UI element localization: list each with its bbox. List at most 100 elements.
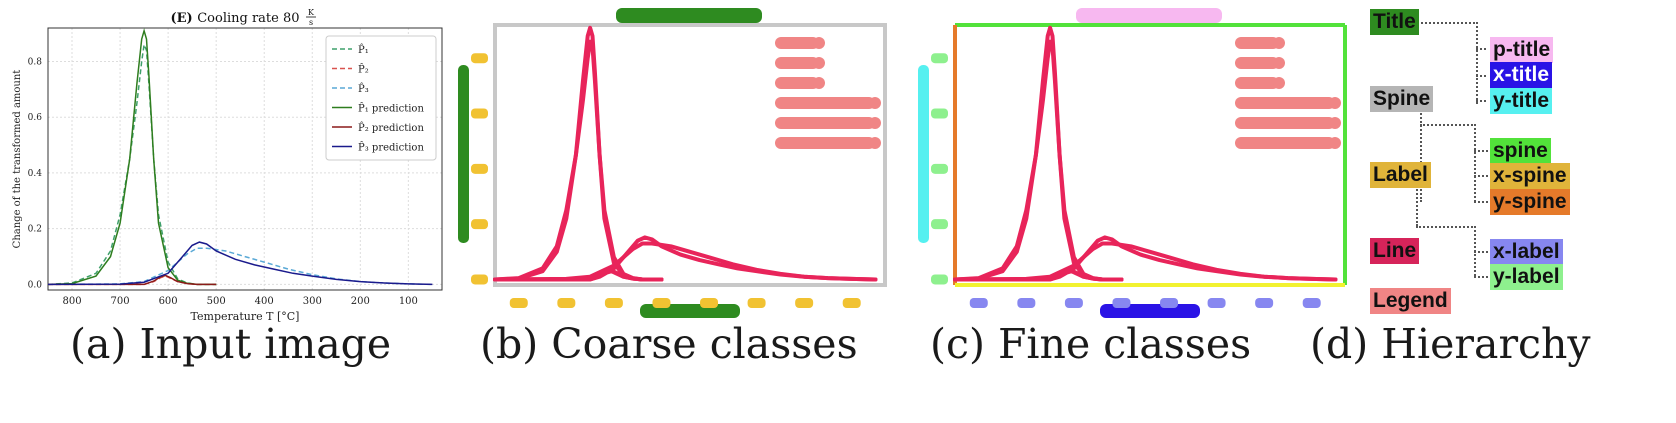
connector	[1476, 75, 1486, 77]
y-label-mask	[931, 53, 948, 64]
x-label-mask	[509, 298, 528, 308]
y-label-mask	[471, 53, 488, 64]
line-mask	[493, 235, 878, 282]
x-label-mask	[557, 298, 576, 308]
legend-label: P̂₁	[358, 44, 369, 56]
legend-mask-cap	[813, 57, 825, 69]
y-tick-label: 0.0	[28, 280, 43, 290]
y-label-mask	[931, 108, 948, 119]
legend-mask-cap	[1329, 137, 1341, 149]
y-axis-title: Change of the transformed amount	[12, 70, 23, 249]
y-tick-label: 0.8	[28, 57, 43, 67]
connector	[1474, 251, 1488, 253]
connector	[1420, 110, 1478, 202]
hierarchy-child-p-title: p-title	[1490, 37, 1554, 63]
legend-mask	[1235, 97, 1335, 109]
connector	[1474, 124, 1476, 202]
legend-mask-cap	[813, 77, 825, 89]
legend-mask-cap	[1329, 117, 1341, 129]
legend-mask-cap	[869, 117, 881, 129]
x-label-mask	[1302, 298, 1321, 308]
panel-hierarchy: Title Spine Label Line Legend p-title x-…	[1370, 0, 1676, 330]
connector	[1416, 226, 1476, 228]
line-mask	[953, 268, 1124, 282]
chart-title: (E) Cooling rate 80	[170, 11, 299, 26]
hierarchy-child-y-label: y-label	[1490, 264, 1563, 290]
y-tick-label: 0.2	[28, 225, 42, 235]
x-label-mask	[1064, 298, 1083, 308]
legend-mask	[1235, 137, 1335, 149]
chart-title-unit-denominator: s	[309, 18, 313, 27]
y-title-mask	[458, 65, 469, 243]
x-label-mask	[747, 298, 766, 308]
x-tick-label: 300	[303, 296, 322, 307]
x-label-mask	[795, 298, 814, 308]
legend-label: P̂₂ prediction	[358, 122, 424, 134]
x-tick-label: 200	[351, 296, 370, 307]
chart-title-unit-numerator: K	[308, 8, 315, 17]
x-label-mask	[1207, 298, 1226, 308]
legend-mask-cap	[869, 97, 881, 109]
hierarchy-child-y-title: y-title	[1490, 88, 1553, 114]
legend-mask-cap	[813, 37, 825, 49]
legend-mask	[1235, 37, 1279, 49]
x-label-mask	[1017, 298, 1036, 308]
x-tick-label: 700	[111, 296, 130, 307]
x-tick-label: 800	[62, 296, 81, 307]
hierarchy-node-title: Title	[1370, 9, 1419, 35]
chart-title-text: Cooling rate 80	[197, 11, 299, 26]
legend-label: P̂₃ prediction	[358, 142, 424, 154]
y-label-mask	[931, 274, 948, 285]
connector	[1416, 186, 1418, 226]
y-label-mask	[471, 163, 488, 174]
hierarchy-node-spine: Spine	[1370, 86, 1434, 112]
legend-label: P̂₂	[358, 64, 369, 76]
panel-fine-classes	[910, 0, 1370, 330]
legend-mask	[775, 137, 875, 149]
plot-frame	[47, 27, 443, 291]
y-label-mask	[931, 163, 948, 174]
legend-mask	[775, 37, 819, 49]
connector	[1476, 100, 1486, 102]
x-label-mask	[700, 298, 719, 308]
legend-mask	[775, 57, 819, 69]
hierarchy-node-legend: Legend	[1370, 288, 1451, 314]
line-mask	[493, 268, 664, 282]
connector	[1474, 150, 1488, 152]
legend-mask-cap	[869, 137, 881, 149]
series-line	[48, 274, 217, 286]
fine-class-mask	[918, 8, 1347, 318]
connector	[1474, 201, 1488, 203]
legend-mask	[775, 97, 875, 109]
x-label-mask	[969, 298, 988, 308]
legend-label: P̂₃	[358, 83, 369, 95]
x-label-mask	[842, 298, 861, 308]
series-line	[47, 41, 217, 286]
panel-coarse-classes	[450, 0, 910, 330]
caption-input-image: (a) Input image	[70, 320, 392, 368]
y-label-mask	[471, 219, 488, 230]
spine-mask	[493, 23, 887, 287]
legend-mask	[1235, 117, 1335, 129]
legend-mask	[775, 77, 819, 89]
series-line	[47, 247, 433, 286]
caption-fine-classes: (c) Fine classes	[930, 320, 1252, 368]
caption-hierarchy: (d) Hierarchy	[1310, 320, 1591, 368]
y-label-mask	[931, 219, 948, 230]
y-tick-label: 0.4	[28, 169, 43, 179]
panel-input-image: 800 700 600 500 400 300 200 100 0.0 0.2 0.4 0.6 0.8 (…	[0, 0, 450, 330]
connector	[1420, 124, 1476, 126]
title-mask	[1076, 8, 1222, 23]
series-line	[47, 28, 217, 286]
input-chart: 800 700 600 500 400 300 200 100 0.0 0.2 0.4 0.6 0.8 (…	[12, 8, 443, 323]
legend-mask-cap	[1273, 37, 1285, 49]
connector	[1474, 276, 1488, 278]
y-label-mask	[471, 274, 488, 285]
legend-mask	[1235, 57, 1279, 69]
connector	[1476, 48, 1486, 50]
legend-mask	[775, 117, 875, 129]
hierarchy-child-spine: spine	[1490, 138, 1551, 164]
x-axis-title: Temperature T [°C]	[191, 310, 300, 323]
connector	[1414, 22, 1478, 104]
x-label-mask	[652, 298, 671, 308]
